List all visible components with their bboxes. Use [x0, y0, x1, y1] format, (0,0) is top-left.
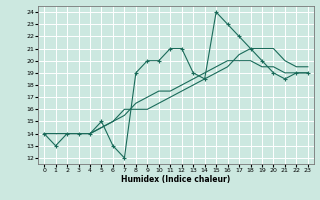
X-axis label: Humidex (Indice chaleur): Humidex (Indice chaleur) — [121, 175, 231, 184]
